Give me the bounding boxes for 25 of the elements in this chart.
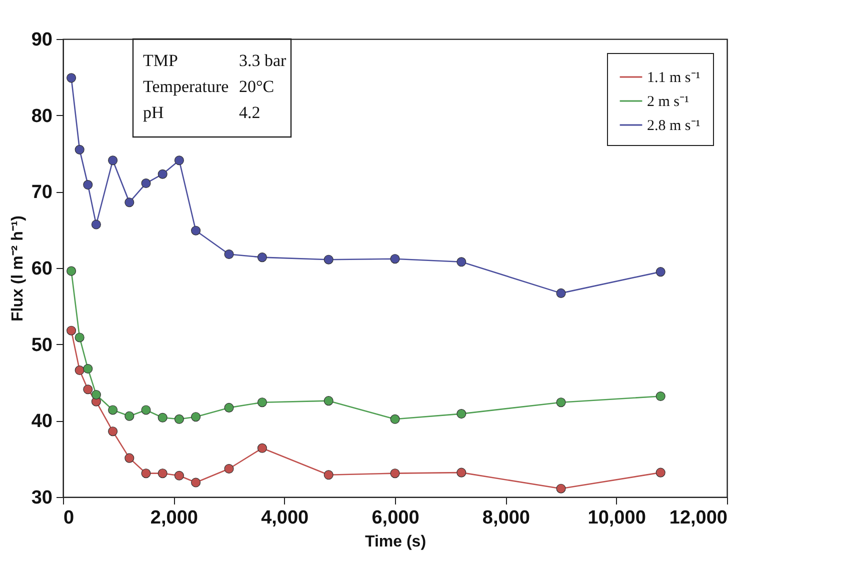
legend-label: 2.8 m s⁻¹ [647,118,700,134]
x-tick-label: 8,000 [482,508,530,528]
x-axis-title: Time (s) [364,534,426,550]
x-tick-label: 6,000 [372,508,420,528]
y-tick-label: 30 [31,488,52,508]
x-tick-label: 0 [64,508,74,528]
annotation: 20°C [239,77,274,96]
legend-label: 2 m s⁻¹ [647,94,690,110]
y-axis-title: Flux (l m⁻² h⁻¹) [9,216,26,322]
annotation: TMP [143,51,178,70]
x-tick-label: 2,000 [150,508,198,528]
annotation: pH [143,103,164,122]
annotation: 3.3 bar [239,51,287,70]
y-tick-label: 90 [31,30,52,50]
y-tick-label: 60 [31,258,52,280]
x-tick-label: 12,000 [669,508,728,528]
y-tick-label: 80 [31,106,52,127]
y-tick-label: 50 [31,334,52,356]
x-tick-label: 10,000 [588,508,646,528]
y-tick-label: 70 [31,182,52,204]
annotation: Temperature [143,77,229,96]
x-tick-label: 4,000 [261,508,309,528]
legend-label: 1.1 m s⁻¹ [647,70,700,86]
y-tick-label: 40 [31,411,52,432]
annotation: 4.2 [239,103,260,122]
